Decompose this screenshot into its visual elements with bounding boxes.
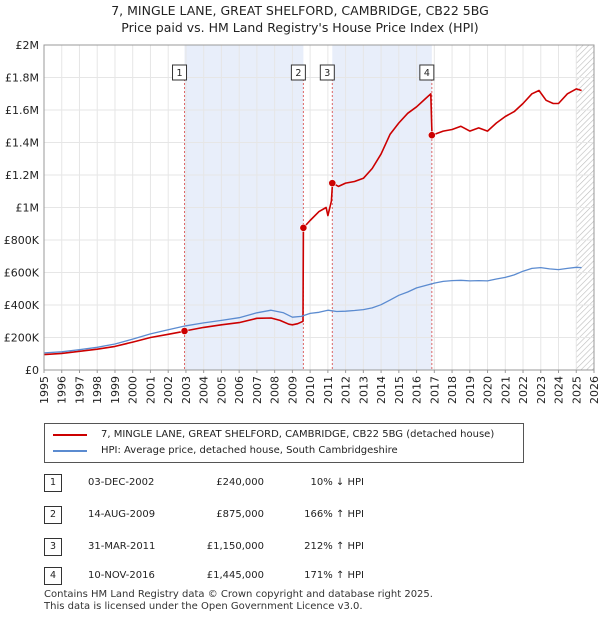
legend-swatch-hpi xyxy=(53,450,87,452)
x-tick-label: 2020 xyxy=(482,376,495,404)
sale-label-box xyxy=(319,64,335,81)
x-tick-label: 1998 xyxy=(91,376,104,404)
sale-row: 4 10-NOV-2016 £1,445,000 171% ↑ HPI xyxy=(44,566,544,586)
sale-point xyxy=(328,179,337,188)
x-tick-label: 2006 xyxy=(233,376,246,404)
sale-number-badge: 1 xyxy=(44,474,62,492)
sale-number-badge: 4 xyxy=(44,567,62,585)
x-tick-label: 2024 xyxy=(553,376,566,404)
x-tick-label: 2016 xyxy=(411,376,424,404)
sale-date: 03-DEC-2002 xyxy=(88,477,155,488)
sale-label-box xyxy=(419,64,435,81)
series-line-hpi xyxy=(43,266,582,354)
sale-price: £240,000 xyxy=(216,477,264,488)
sale-label-box xyxy=(172,64,188,81)
sale-hpi-change: 10% ↓ HPI xyxy=(310,477,364,488)
x-tick-label: 2000 xyxy=(127,376,140,404)
x-tick-label: 2018 xyxy=(446,376,459,404)
chart-title: 7, MINGLE LANE, GREAT SHELFORD, CAMBRIDG… xyxy=(111,3,489,18)
x-tick-label: 2003 xyxy=(180,376,193,404)
y-tick-label: £1.8M xyxy=(5,72,39,85)
x-tick-label: 2019 xyxy=(464,376,477,404)
x-tick-label: 2009 xyxy=(286,376,299,404)
sale-label-box xyxy=(290,64,306,81)
sale-date: 31-MAR-2011 xyxy=(88,541,156,552)
x-tick-label: 2002 xyxy=(162,376,175,404)
sale-row: 2 14-AUG-2009 £875,000 166% ↑ HPI xyxy=(44,505,544,525)
x-tick-label: 2023 xyxy=(535,376,548,404)
sale-price: £875,000 xyxy=(216,509,264,520)
sale-point xyxy=(299,223,308,232)
sale-price: £1,150,000 xyxy=(206,541,264,552)
sale-hpi-change: 212% ↑ HPI xyxy=(304,541,364,552)
x-tick-label: 2014 xyxy=(375,376,388,404)
sale-date: 14-AUG-2009 xyxy=(88,509,156,520)
x-tick-label: 2013 xyxy=(357,376,370,404)
sale-point xyxy=(427,131,436,140)
x-tick-label: 2007 xyxy=(251,376,264,404)
x-tick-label: 2001 xyxy=(144,376,157,404)
y-tick-label: £1.4M xyxy=(5,137,39,150)
sale-price: £1,445,000 xyxy=(206,570,264,581)
series-line-property xyxy=(43,88,582,356)
y-tick-label: £600K xyxy=(4,267,40,280)
sale-hpi-change: 166% ↑ HPI xyxy=(304,509,364,520)
sale-row: 1 03-DEC-2002 £240,000 10% ↓ HPI xyxy=(44,473,544,493)
legend-label-property: 7, MINGLE LANE, GREAT SHELFORD, CAMBRIDG… xyxy=(101,429,495,440)
x-tick-label: 2012 xyxy=(340,376,353,404)
sale-point xyxy=(180,327,189,335)
sale-label-text: 3 xyxy=(324,68,330,79)
y-tick-label: £400K xyxy=(4,299,40,312)
sale-label-text: 4 xyxy=(424,68,430,79)
y-tick-label: £0 xyxy=(25,364,39,377)
x-tick-label: 2026 xyxy=(588,376,600,404)
y-tick-label: £2M xyxy=(16,39,40,52)
x-tick-label: 2008 xyxy=(269,376,282,404)
y-tick-label: £1.2M xyxy=(5,169,39,182)
sale-date: 10-NOV-2016 xyxy=(88,570,155,581)
y-tick-label: £1.6M xyxy=(5,104,39,117)
x-tick-label: 1995 xyxy=(38,376,51,404)
legend-label-hpi: HPI: Average price, detached house, Sout… xyxy=(101,445,398,456)
x-tick-label: 2015 xyxy=(393,376,406,404)
x-tick-label: 2004 xyxy=(198,376,211,404)
sale-label-text: 1 xyxy=(176,68,182,79)
x-tick-label: 2025 xyxy=(570,376,583,404)
price-chart: 1 2 3 4 £0 £200K £400K £600K £800K £1M £1.2M £1.4M… xyxy=(4,39,600,404)
sale-number-badge: 3 xyxy=(44,538,62,556)
sale-label-text: 2 xyxy=(295,68,301,79)
legend-swatch-property xyxy=(53,434,87,436)
x-tick-label: 1997 xyxy=(73,376,86,404)
footer-licence: This data is licensed under the Open Gov… xyxy=(44,601,363,612)
plot-border xyxy=(43,44,595,371)
x-tick-label: 1996 xyxy=(56,376,69,404)
chart-subtitle: Price paid vs. HM Land Registry's House … xyxy=(121,20,479,35)
sale-hpi-change: 171% ↑ HPI xyxy=(304,570,364,581)
x-tick-label: 2010 xyxy=(304,376,317,404)
x-tick-label: 2005 xyxy=(215,376,228,404)
x-tick-label: 2022 xyxy=(517,376,530,404)
x-tick-label: 1999 xyxy=(109,376,122,404)
x-tick-label: 2017 xyxy=(428,376,441,404)
y-tick-label: £800K xyxy=(4,234,40,247)
sale-row: 3 31-MAR-2011 £1,150,000 212% ↑ HPI xyxy=(44,537,544,557)
footer-copyright: Contains HM Land Registry data © Crown c… xyxy=(44,589,433,600)
y-tick-label: £1M xyxy=(16,202,40,215)
y-tick-label: £200K xyxy=(4,332,40,345)
x-tick-label: 2021 xyxy=(499,376,512,404)
legend: 7, MINGLE LANE, GREAT SHELFORD, CAMBRIDG… xyxy=(44,423,524,463)
x-tick-label: 2011 xyxy=(322,376,335,404)
sale-number-badge: 2 xyxy=(44,506,62,524)
